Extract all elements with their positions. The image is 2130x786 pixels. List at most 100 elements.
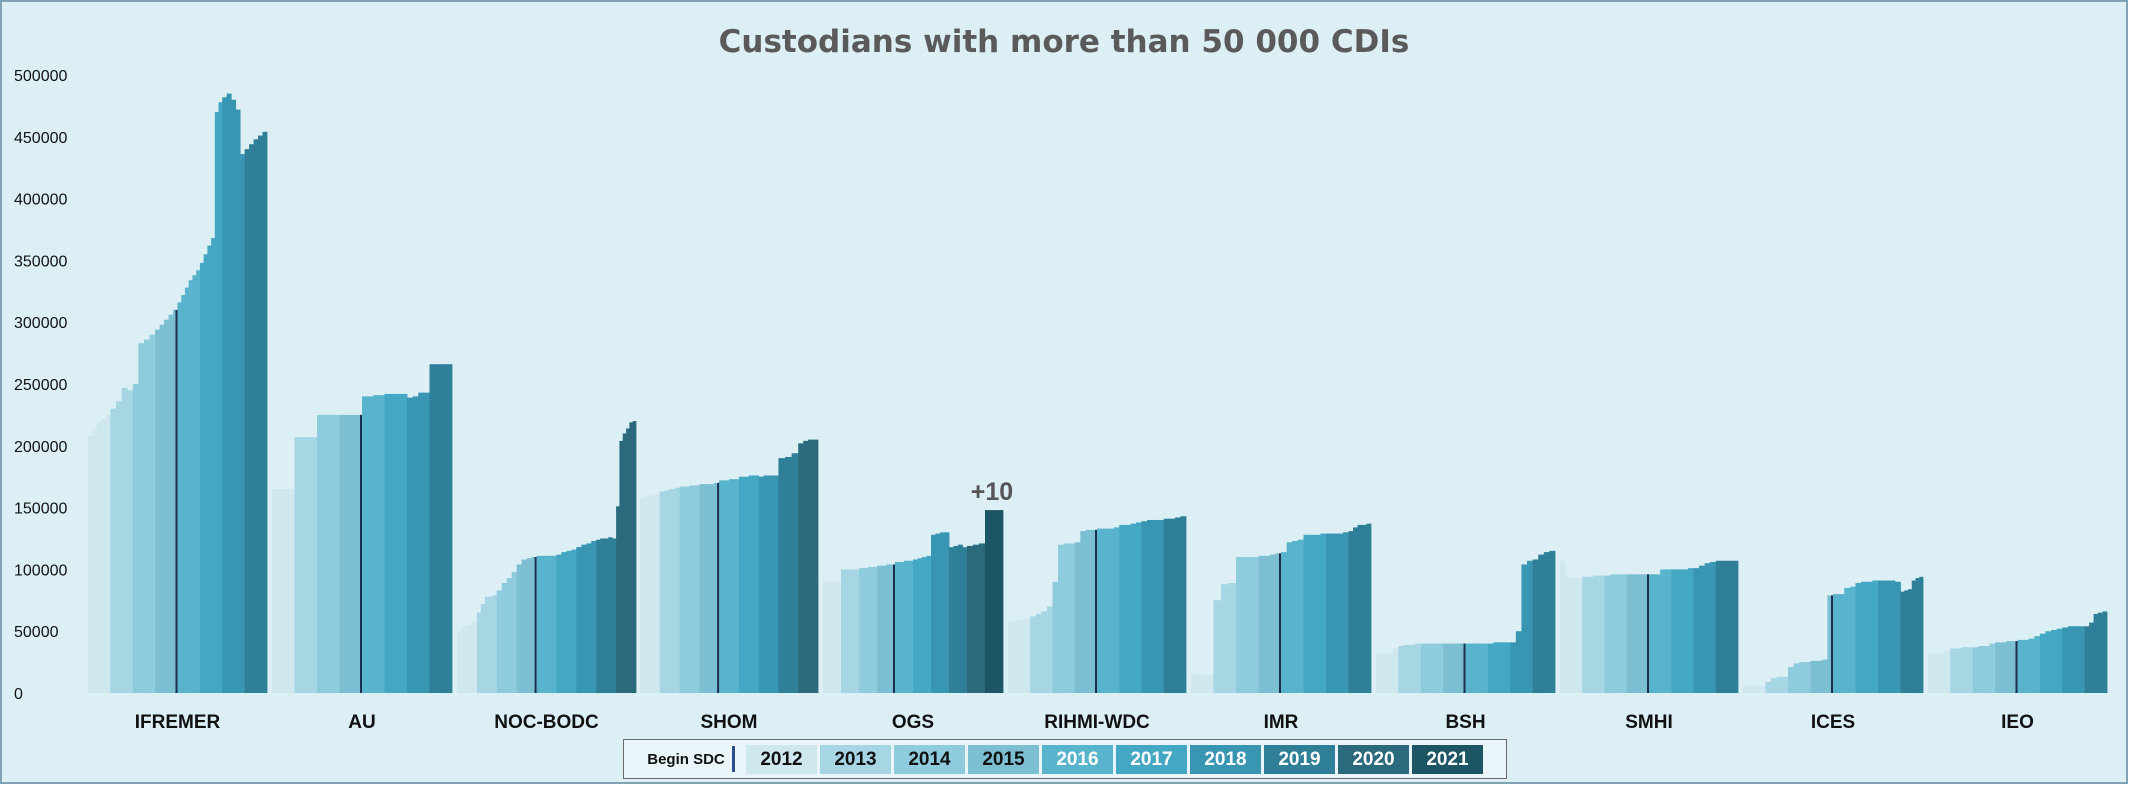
bar bbox=[1928, 653, 1934, 693]
bar bbox=[1637, 574, 1644, 693]
category-label: SMHI bbox=[1625, 712, 1673, 733]
bar bbox=[1732, 560, 1739, 693]
bar bbox=[1782, 676, 1789, 693]
y-tick-label: 350000 bbox=[14, 253, 67, 270]
bar bbox=[1487, 643, 1494, 693]
bar bbox=[1398, 646, 1405, 693]
bar bbox=[1443, 643, 1450, 693]
y-tick-label: 200000 bbox=[14, 439, 67, 456]
bar bbox=[1726, 560, 1733, 693]
bar bbox=[294, 437, 301, 693]
bar bbox=[492, 595, 498, 693]
bar bbox=[664, 490, 671, 693]
bar bbox=[1710, 561, 1717, 693]
bar bbox=[1944, 650, 1951, 693]
bar bbox=[1303, 534, 1310, 693]
bar bbox=[622, 433, 627, 693]
bar bbox=[1693, 568, 1700, 693]
bar bbox=[1158, 519, 1165, 693]
bar bbox=[2045, 631, 2052, 693]
bar bbox=[1833, 594, 1840, 693]
bar bbox=[1759, 685, 1766, 693]
bar bbox=[168, 314, 174, 693]
legend-begin-sdc-label: Begin SDC bbox=[647, 751, 725, 768]
bar bbox=[1080, 531, 1087, 693]
bar bbox=[1169, 518, 1176, 693]
bar bbox=[2017, 639, 2024, 693]
legend-item-2018: 2018 bbox=[1190, 745, 1261, 774]
bar bbox=[1420, 643, 1427, 693]
bar bbox=[953, 545, 959, 693]
bar bbox=[1754, 685, 1761, 693]
bar bbox=[184, 287, 190, 693]
bar bbox=[244, 149, 250, 693]
bar bbox=[1793, 663, 1800, 693]
bar bbox=[1849, 586, 1856, 693]
bar bbox=[110, 408, 117, 693]
bar bbox=[496, 590, 503, 693]
bar bbox=[339, 414, 345, 693]
bar bbox=[253, 139, 259, 693]
bar bbox=[1403, 644, 1410, 693]
bar bbox=[348, 414, 354, 693]
bar bbox=[1821, 659, 1828, 693]
bar bbox=[872, 566, 878, 693]
bar bbox=[949, 547, 954, 693]
bar bbox=[92, 428, 98, 693]
bar bbox=[709, 484, 715, 693]
bar bbox=[1743, 685, 1750, 693]
bar bbox=[679, 486, 685, 693]
bar bbox=[1649, 574, 1655, 693]
bar bbox=[378, 395, 385, 693]
bar bbox=[258, 135, 263, 693]
bar bbox=[1816, 660, 1823, 693]
bar bbox=[1135, 522, 1142, 693]
bar bbox=[115, 401, 122, 693]
bar bbox=[791, 453, 799, 693]
bar bbox=[944, 532, 950, 693]
bar bbox=[1113, 527, 1120, 693]
bar bbox=[571, 549, 577, 693]
bar bbox=[890, 564, 896, 693]
bar bbox=[1052, 581, 1059, 693]
bar bbox=[1687, 568, 1694, 693]
bar bbox=[1387, 652, 1394, 693]
bar bbox=[1281, 552, 1288, 693]
bar bbox=[2098, 612, 2103, 693]
legend-item-2016: 2016 bbox=[1042, 745, 1113, 774]
bar bbox=[1191, 674, 1203, 693]
bar bbox=[279, 489, 288, 693]
bar bbox=[566, 550, 572, 693]
bar bbox=[841, 569, 846, 693]
bar bbox=[785, 456, 793, 693]
bar bbox=[1861, 581, 1868, 693]
bar bbox=[1459, 643, 1466, 693]
bar bbox=[684, 486, 690, 693]
bar bbox=[908, 560, 914, 693]
bar bbox=[608, 537, 613, 693]
bar bbox=[798, 443, 804, 693]
bar bbox=[1810, 660, 1817, 693]
category-label: SHOM bbox=[701, 712, 758, 733]
bar bbox=[1069, 543, 1076, 693]
bar bbox=[1676, 569, 1683, 693]
bar bbox=[778, 458, 786, 693]
bar bbox=[1621, 574, 1628, 693]
bar bbox=[1202, 674, 1214, 693]
bar bbox=[1915, 578, 1920, 693]
bar bbox=[1063, 543, 1070, 693]
bar bbox=[1108, 528, 1115, 693]
bar bbox=[922, 557, 927, 693]
bar bbox=[362, 396, 369, 693]
bar bbox=[926, 555, 932, 693]
bar bbox=[1454, 643, 1461, 693]
bar bbox=[2102, 611, 2108, 693]
bar bbox=[629, 422, 634, 693]
bar bbox=[471, 621, 478, 693]
bar bbox=[649, 495, 656, 693]
bar bbox=[619, 440, 624, 693]
bar bbox=[1019, 620, 1026, 693]
bar bbox=[531, 557, 537, 693]
bar bbox=[1908, 589, 1913, 693]
bar bbox=[1091, 529, 1098, 693]
